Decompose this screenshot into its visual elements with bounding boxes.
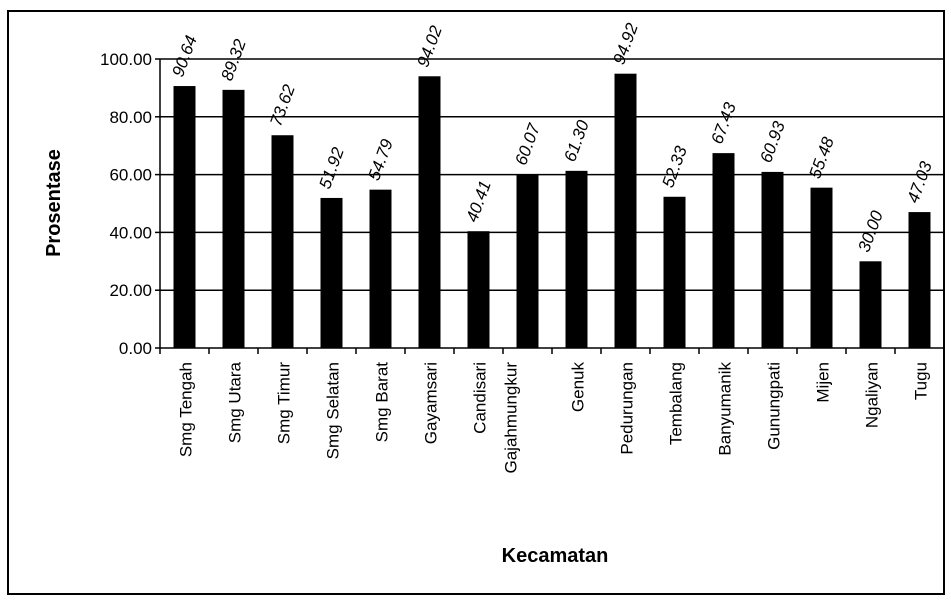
bar (663, 196, 686, 348)
x-category-label: Smg Tengah (177, 362, 196, 457)
bar (908, 212, 931, 348)
y-tick-label: 40.00 (109, 223, 152, 242)
bar (369, 189, 392, 348)
x-category-label: Smg Barat (373, 362, 392, 443)
x-category-label: Candisari (471, 362, 490, 434)
x-category-label: Mijen (814, 362, 833, 403)
x-category-label: Tugu (912, 362, 931, 400)
x-category-label: Smg Utara (226, 361, 245, 443)
y-axis-title: Prosentase (43, 149, 65, 257)
x-category-label: Tembalang (667, 362, 686, 445)
bar (516, 174, 539, 348)
bar (565, 170, 588, 348)
bar (320, 197, 343, 348)
bar (810, 187, 833, 348)
bar (712, 153, 735, 348)
y-tick-label: 60.00 (109, 166, 152, 185)
bar (859, 261, 882, 348)
bar (761, 171, 784, 348)
x-category-label: Pedurungan (618, 362, 637, 455)
bar (271, 135, 294, 348)
y-tick-label: 80.00 (109, 108, 152, 127)
y-tick-label: 20.00 (109, 281, 152, 300)
x-axis-title: Kecamatan (502, 545, 609, 567)
x-category-label: Banyumanik (716, 362, 735, 456)
x-category-label: Smg Selatan (324, 362, 343, 459)
y-tick-label: 0.00 (119, 339, 152, 358)
x-category-label: Gajahmungkur (502, 362, 521, 474)
bar (614, 73, 637, 348)
bar (418, 76, 441, 349)
bar (222, 89, 245, 348)
bar (467, 231, 490, 348)
x-category-label: Ngaliyan (863, 362, 882, 428)
x-category-label: Gayamsari (422, 362, 441, 444)
bar (173, 86, 196, 348)
x-category-label: Smg Timur (275, 362, 294, 445)
x-category-label: Gunungpati (765, 362, 784, 450)
x-category-label: Genuk (569, 362, 588, 413)
y-tick-label: 100.00 (100, 50, 152, 69)
